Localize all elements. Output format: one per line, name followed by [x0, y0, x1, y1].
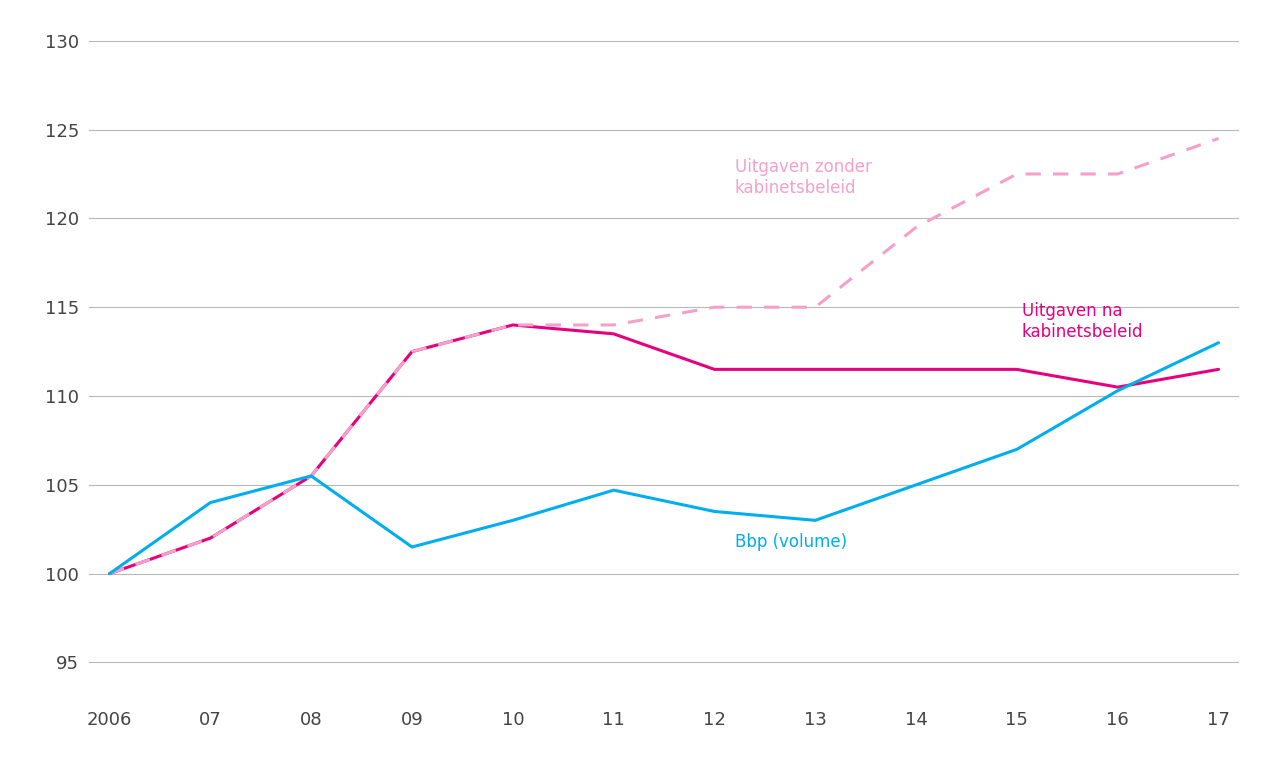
- Text: Bbp (volume): Bbp (volume): [734, 532, 847, 551]
- Text: Uitgaven zonder
kabinetsbeleid: Uitgaven zonder kabinetsbeleid: [734, 158, 871, 197]
- Text: Uitgaven na
kabinetsbeleid: Uitgaven na kabinetsbeleid: [1022, 302, 1143, 341]
